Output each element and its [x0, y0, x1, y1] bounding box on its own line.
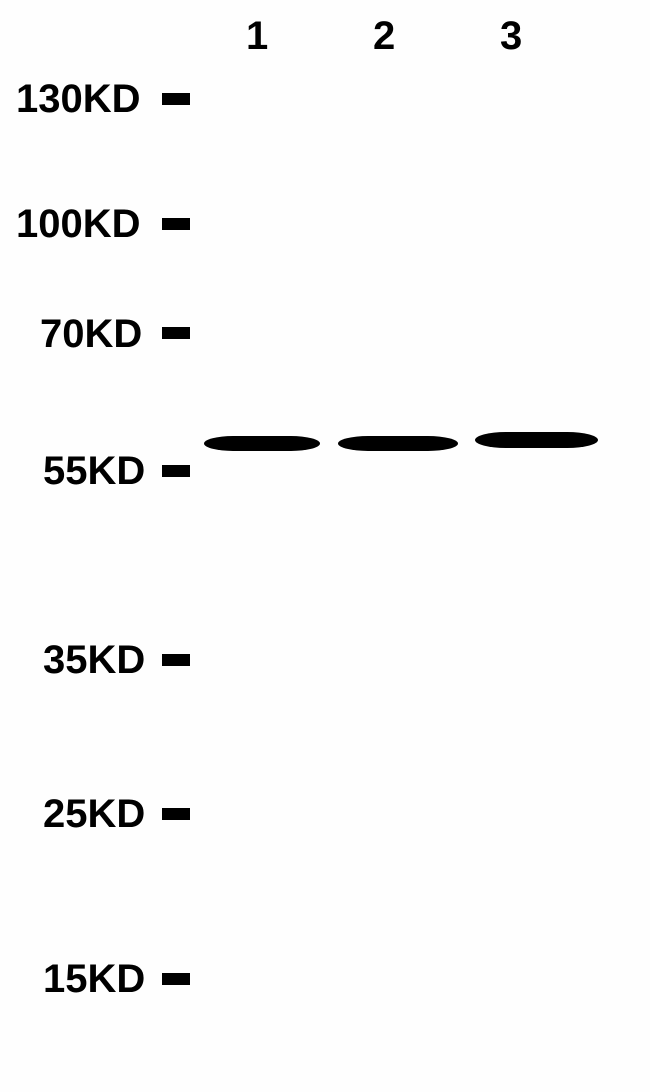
- lane-label-2: 2: [373, 14, 395, 59]
- lane-label-3: 3: [500, 14, 522, 59]
- marker-label-70kd: 70KD: [40, 312, 142, 357]
- band-lane-3: [475, 432, 598, 448]
- marker-tick-25kd: [162, 808, 190, 820]
- marker-label-15kd: 15KD: [43, 957, 145, 1002]
- marker-label-130kd: 130KD: [16, 77, 141, 122]
- marker-label-100kd: 100KD: [16, 202, 141, 247]
- marker-label-55kd: 55KD: [43, 449, 145, 494]
- marker-label-35kd: 35KD: [43, 638, 145, 683]
- marker-tick-100kd: [162, 218, 190, 230]
- band-lane-2: [338, 436, 458, 451]
- band-lane-1: [204, 436, 320, 451]
- marker-tick-70kd: [162, 327, 190, 339]
- marker-label-25kd: 25KD: [43, 792, 145, 837]
- marker-tick-15kd: [162, 973, 190, 985]
- western-blot-figure: 1 2 3 130KD 100KD 70KD 55KD 35KD 25KD 15…: [0, 0, 650, 1092]
- marker-tick-35kd: [162, 654, 190, 666]
- marker-tick-130kd: [162, 93, 190, 105]
- marker-tick-55kd: [162, 465, 190, 477]
- lane-label-1: 1: [246, 14, 268, 59]
